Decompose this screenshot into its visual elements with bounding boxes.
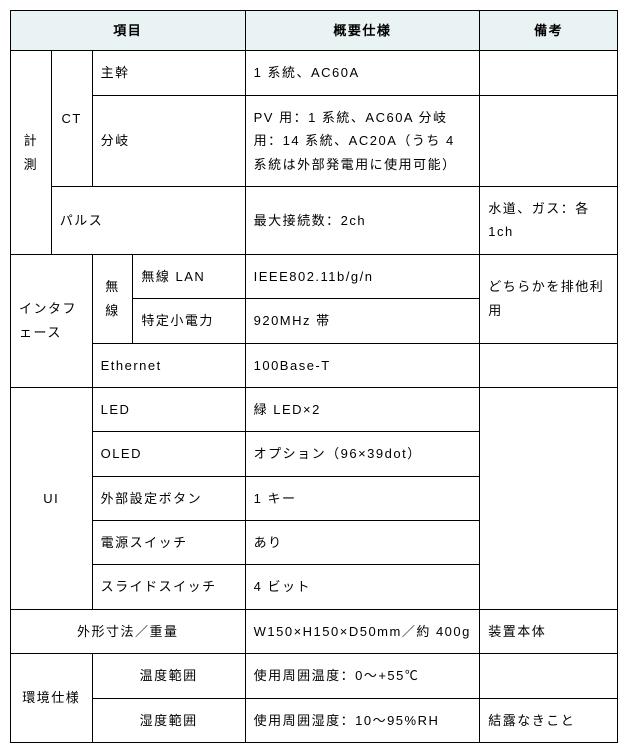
cell-humidrange-spec: 使用周囲湿度：10～95%RH [245,698,480,742]
row-pulse: パルス 最大接続数：2ch 水道、ガス：各 1ch [11,186,618,254]
cell-temprange-spec: 使用周囲温度：0～+55℃ [245,654,480,698]
cell-oled-spec: オプション（96×39dot） [245,432,480,476]
cell-humidrange: 湿度範囲 [92,698,245,742]
row-ct-branch: 分岐 PV 用：1 系統、AC60A 分岐用：14 系統、AC20A（うち 4 … [11,95,618,186]
row-ct-main: 計測 CT 主幹 1 系統、AC60A [11,51,618,95]
cell-humidrange-note: 結露なきこと [480,698,618,742]
cell-wlan-note: どちらかを排他利用 [480,254,618,343]
cell-env: 環境仕様 [11,654,93,743]
cell-dimensions-spec: W150×H150×D50mm／約 400g [245,609,480,653]
cell-lowpower-spec: 920MHz 帯 [245,299,480,343]
header-item: 項目 [11,11,246,51]
cell-ui-note [480,387,618,609]
row-ethernet: Ethernet 100Base-T [11,343,618,387]
cell-ui: UI [11,387,93,609]
cell-ct: CT [51,51,92,187]
cell-ct-main-note [480,51,618,95]
cell-pulse-spec: 最大接続数：2ch [245,186,480,254]
cell-pulse: パルス [51,186,245,254]
cell-ct-main: 主幹 [92,51,245,95]
cell-wireless: 無線 [92,254,133,343]
cell-dimensions-note: 装置本体 [480,609,618,653]
cell-temprange: 温度範囲 [92,654,245,698]
cell-pulse-note: 水道、ガス：各 1ch [480,186,618,254]
cell-ct-branch-spec: PV 用：1 系統、AC60A 分岐用：14 系統、AC20A（うち 4 系統は… [245,95,480,186]
header-row: 項目 概要仕様 備考 [11,11,618,51]
cell-ethernet: Ethernet [92,343,245,387]
cell-ethernet-note [480,343,618,387]
cell-slidesw-spec: 4 ビット [245,565,480,609]
cell-dimensions: 外形寸法／重量 [11,609,246,653]
cell-wlan: 無線 LAN [133,254,245,298]
cell-wlan-spec: IEEE802.11b/g/n [245,254,480,298]
cell-pwrsw: 電源スイッチ [92,521,245,565]
cell-ethernet-spec: 100Base-T [245,343,480,387]
cell-temprange-note [480,654,618,698]
row-wlan: インタフェース 無線 無線 LAN IEEE802.11b/g/n どちらかを排… [11,254,618,298]
row-led: UI LED 緑 LED×2 [11,387,618,431]
cell-measure: 計測 [11,51,52,254]
cell-ct-main-spec: 1 系統、AC60A [245,51,480,95]
cell-extbtn-spec: 1 キー [245,476,480,520]
cell-slidesw: スライドスイッチ [92,565,245,609]
cell-ct-branch: 分岐 [92,95,245,186]
cell-ct-branch-note [480,95,618,186]
header-note: 備考 [480,11,618,51]
row-temprange: 環境仕様 温度範囲 使用周囲温度：0～+55℃ [11,654,618,698]
cell-led: LED [92,387,245,431]
cell-lowpower: 特定小電力 [133,299,245,343]
row-humidrange: 湿度範囲 使用周囲湿度：10～95%RH 結露なきこと [11,698,618,742]
header-spec: 概要仕様 [245,11,480,51]
row-dimensions: 外形寸法／重量 W150×H150×D50mm／約 400g 装置本体 [11,609,618,653]
cell-oled: OLED [92,432,245,476]
spec-table: 項目 概要仕様 備考 計測 CT 主幹 1 系統、AC60A 分岐 PV 用：1… [10,10,618,743]
cell-pwrsw-spec: あり [245,521,480,565]
cell-led-spec: 緑 LED×2 [245,387,480,431]
cell-interface: インタフェース [11,254,93,387]
cell-extbtn: 外部設定ボタン [92,476,245,520]
